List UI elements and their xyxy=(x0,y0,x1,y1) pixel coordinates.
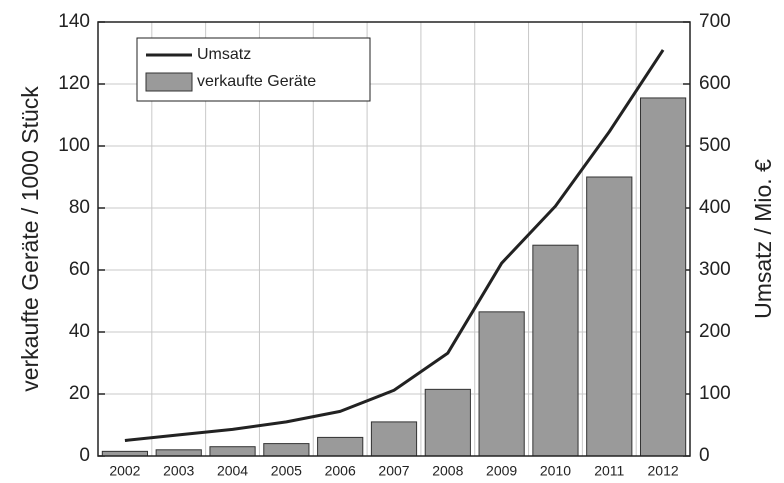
y-axis-label: verkaufte Geräte / 1000 Stück xyxy=(17,86,43,392)
plot-frame xyxy=(97,21,691,457)
bar xyxy=(317,436,364,457)
legend-box xyxy=(136,37,371,102)
x-tick-label: 2010 xyxy=(540,463,571,479)
x-tick-label: 2005 xyxy=(271,463,302,479)
y2-tick-label: 100 xyxy=(699,383,731,404)
x-tick-label: 2011 xyxy=(594,463,624,479)
y-tick-label: 20 xyxy=(69,383,90,404)
bar xyxy=(586,176,633,457)
bar xyxy=(155,449,202,457)
x-tick-label: 2009 xyxy=(486,463,517,479)
y2-tick-label: 400 xyxy=(699,197,731,218)
bar xyxy=(639,97,687,457)
legend-swatch xyxy=(145,72,193,92)
legend-label: Umsatz xyxy=(197,46,251,63)
y2-tick-label: 300 xyxy=(699,259,731,280)
line-series xyxy=(124,49,665,442)
x-tick-label: 2003 xyxy=(163,463,194,479)
y-tick-label: 40 xyxy=(69,321,90,342)
x-tick-label: 2006 xyxy=(325,463,356,479)
bar xyxy=(209,446,256,457)
bar xyxy=(478,311,525,457)
bar xyxy=(532,244,579,457)
x-tick-label: 2008 xyxy=(432,463,463,479)
x-tick-label: 2007 xyxy=(378,463,409,479)
x-tick-label: 2004 xyxy=(217,463,248,479)
bar xyxy=(370,421,418,457)
y2-tick-label: 0 xyxy=(699,445,710,466)
y-tick-label: 100 xyxy=(58,135,90,156)
y-tick-label: 120 xyxy=(58,73,90,94)
legend-label: verkaufte Geräte xyxy=(197,73,316,90)
bar xyxy=(424,388,471,457)
x-tick-label: 2012 xyxy=(648,463,679,479)
y-tick-label: 0 xyxy=(79,445,90,466)
y-tick-label: 140 xyxy=(58,11,90,32)
y2-tick-label: 600 xyxy=(699,73,731,94)
y2-tick-label: 200 xyxy=(699,321,731,342)
y-tick-label: 60 xyxy=(69,259,90,280)
y2-tick-label: 500 xyxy=(699,135,731,156)
y2-tick-label: 700 xyxy=(699,11,731,32)
y-tick-label: 80 xyxy=(69,197,90,218)
x-tick-label: 2002 xyxy=(109,463,140,479)
bar xyxy=(263,443,310,457)
y2-axis-label: Umsatz / Mio. € xyxy=(750,159,776,319)
